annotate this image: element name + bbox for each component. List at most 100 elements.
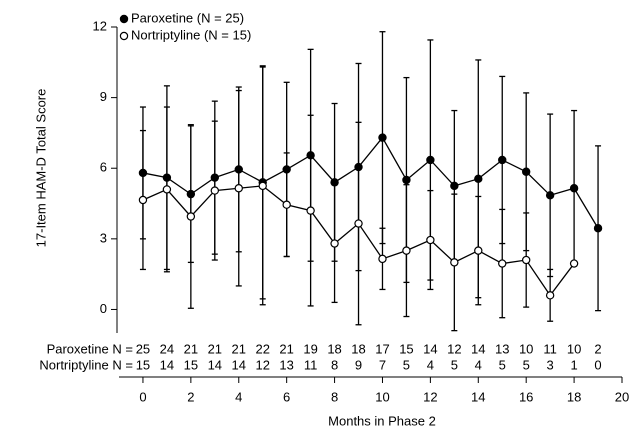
point [234,165,243,174]
point [186,189,196,199]
point [258,181,267,191]
n-value: 3 [547,357,554,372]
y-tick-label: 0 [100,301,107,316]
n-value: 21 [232,341,246,356]
x-tick-label: 2 [187,389,194,404]
n-value: 14 [232,357,246,372]
n-value: 1 [570,357,577,372]
n-value: 13 [279,357,293,372]
x-tick-label: 10 [375,389,389,404]
point [162,185,172,194]
point [354,162,363,172]
x-tick-label: 8 [331,389,338,404]
y-axis-title: 17-Item HAM-D Total Score [33,89,48,248]
legend-label: Paroxetine (N = 25) [131,10,244,25]
x-axis-title: Months in Phase 2 [328,413,436,428]
legend-marker [119,14,129,24]
point [498,259,507,268]
point [282,200,291,209]
n-value: 5 [523,357,530,372]
point [545,291,555,300]
point [210,173,220,182]
point [498,155,507,165]
point [426,235,435,245]
point [138,195,148,205]
point [138,168,148,178]
point [210,186,220,195]
point [474,246,483,255]
n-value: 12 [447,341,461,356]
point [474,174,483,184]
n-value: 14 [471,341,485,356]
n-value: 18 [327,341,341,356]
point [306,206,315,215]
x-tick-label: 14 [471,389,485,404]
n-value: 4 [475,357,482,372]
n-value: 14 [160,357,174,372]
legend-marker [119,31,129,41]
x-tick-label: 16 [519,389,533,404]
point [162,173,172,182]
point [330,178,339,187]
point [521,255,531,265]
point [593,224,603,233]
n-value: 15 [184,357,198,372]
point [306,151,315,160]
point [426,155,435,165]
n-value: 21 [279,341,293,356]
point [378,254,387,264]
n-value: 7 [379,357,386,372]
point [282,165,291,174]
n-value: 25 [136,341,150,356]
n-value: 21 [184,341,198,356]
point [521,167,531,176]
n-value: 5 [403,357,410,372]
point [402,175,411,185]
n-value: 18 [351,341,365,356]
point [186,212,196,221]
n-value: 2 [594,341,601,356]
n-value: 0 [594,357,601,372]
x-tick-label: 18 [567,389,581,404]
point [545,191,555,200]
y-tick-label: 9 [100,89,107,104]
n-value: 5 [451,357,458,372]
n-value: 10 [567,341,581,356]
n-value: 22 [255,341,269,356]
n-value: 21 [208,341,222,356]
n-value: 14 [208,357,222,372]
n-value: 10 [519,341,533,356]
point [234,184,243,193]
point [402,246,411,255]
x-tick-label: 4 [235,389,242,404]
n-value: 19 [303,341,317,356]
y-tick-label: 12 [93,18,107,33]
point [378,133,387,142]
point [569,259,579,268]
point [450,181,459,191]
x-tick-label: 0 [139,389,146,404]
point [450,258,459,267]
n-value: 9 [355,357,362,372]
series-line [142,136,599,229]
point [330,239,339,248]
n-value: 15 [399,341,413,356]
n-value: 12 [255,357,269,372]
n-value: 15 [136,357,150,372]
y-tick-label: 6 [100,160,107,175]
n-value: 13 [495,341,509,356]
n-row-label: Paroxetine N = [47,341,133,356]
x-tick-label: 12 [423,389,437,404]
x-tick-label: 6 [283,389,290,404]
n-value: 4 [427,357,434,372]
n-value: 11 [543,341,557,356]
n-value: 5 [499,357,506,372]
x-tick-label: 20 [615,389,629,404]
n-value: 11 [304,357,318,372]
n-value: 8 [331,357,338,372]
n-value: 14 [423,341,437,356]
legend-label: Nortriptyline (N = 15) [131,27,251,42]
y-tick-label: 3 [100,230,107,245]
